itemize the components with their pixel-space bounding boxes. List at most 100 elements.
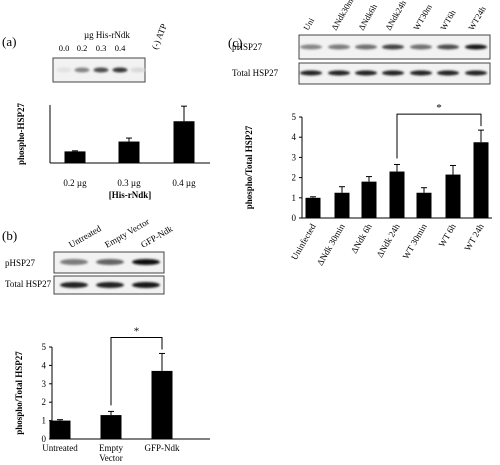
x-tick-label: WT 30min bbox=[401, 222, 429, 261]
bar bbox=[305, 197, 321, 218]
panel-c-row-label-1: pHSP27 bbox=[232, 42, 263, 52]
panel-c-blot-bands bbox=[300, 44, 487, 76]
panel-a-band bbox=[112, 67, 128, 73]
panel-b-lane-label: Untreated bbox=[67, 223, 103, 250]
panel-a-blot-bands bbox=[56, 67, 146, 73]
panel-b-band bbox=[96, 282, 124, 288]
panel-c-lane-label: WT24h bbox=[466, 4, 488, 32]
panel-a-lane-label: 0.3 bbox=[96, 43, 107, 53]
bar bbox=[151, 370, 173, 439]
x-tick-label: 0.2 µg bbox=[63, 178, 87, 188]
panel-c-band bbox=[300, 70, 322, 76]
chart-panel-b: 0 1 2 3 4 5 phospho/Total HSP27 Untreated Empty V… bbox=[14, 325, 210, 463]
panel-a-band bbox=[130, 67, 146, 73]
panel-c-row-label-2: Total HSP27 bbox=[232, 68, 279, 78]
y-tick-label: 0 bbox=[292, 213, 297, 223]
x-tick-label: ΔNdk 30min bbox=[315, 222, 347, 268]
panel-c-lane-label: Uni bbox=[301, 15, 316, 32]
panel-c-band bbox=[410, 70, 432, 76]
panel-b-band bbox=[60, 282, 88, 288]
panel-c-band bbox=[437, 44, 459, 50]
panel-c-lane-label: ΔNdk6h bbox=[356, 2, 379, 32]
panel-c-lane-label: ΔNdk24h bbox=[383, 0, 408, 32]
y-tick-label: 2 bbox=[42, 397, 47, 407]
panel-b-band bbox=[132, 282, 160, 288]
x-tick-label: Uninfected bbox=[289, 222, 318, 262]
panel-b-blot-bands bbox=[60, 259, 160, 288]
panel-a-blot-header: µg His-rNdk bbox=[84, 30, 130, 40]
y-axis-label: phospho/Total HSP27 bbox=[244, 125, 254, 209]
bar bbox=[64, 151, 86, 163]
x-tick-label: ΔNdk 24h bbox=[375, 222, 402, 260]
panel-a-band bbox=[74, 67, 90, 73]
panel-a-lane-labels: 0.0 0.2 0.3 0.4 bbox=[59, 43, 126, 53]
y-tick-label: 5 bbox=[42, 342, 47, 352]
panel-c-lane-label: ΔNdk30m bbox=[329, 0, 355, 32]
panel-a-lane-label: 0.4 bbox=[115, 43, 126, 53]
panel-b-band bbox=[132, 259, 160, 265]
y-tick-label: 4 bbox=[292, 132, 297, 142]
panel-c-band bbox=[300, 44, 322, 50]
panel-c-band bbox=[328, 70, 350, 76]
y-tick-label: 3 bbox=[42, 379, 47, 389]
panel-b-row-label-2: Total HSP27 bbox=[5, 279, 52, 289]
significance-star: * bbox=[134, 325, 140, 337]
bar bbox=[49, 420, 71, 439]
panel-c-band bbox=[465, 44, 487, 50]
chart-panel-a: phospho-HSP27 0.2 µg 0.3 µg 0.4 µg [His-rNdk… bbox=[16, 102, 210, 200]
y-tick-label: 1 bbox=[292, 193, 297, 203]
x-tick-label: WT 24h bbox=[462, 222, 486, 253]
panel-a-extra-header: (-) ATP bbox=[150, 22, 169, 51]
y-tick-label: 4 bbox=[42, 360, 47, 370]
panel-c-band bbox=[355, 44, 377, 50]
panel-a-lane-label: 0.0 bbox=[59, 43, 70, 53]
bar bbox=[416, 192, 432, 218]
y-tick-label: 0 bbox=[42, 434, 47, 444]
y-axis-label: phospho/Total HSP27 bbox=[14, 351, 24, 435]
panel-a-band bbox=[56, 67, 72, 73]
x-tick-label: GFP-Ndk bbox=[144, 443, 180, 453]
x-tick-label: 0.4 µg bbox=[172, 178, 196, 188]
y-axis-label: phospho-HSP27 bbox=[16, 102, 26, 165]
y-tick-label: 3 bbox=[292, 152, 297, 162]
bar bbox=[445, 174, 461, 218]
bar bbox=[118, 141, 140, 163]
y-tick-label: 5 bbox=[292, 112, 297, 122]
panel-a-lane-label: 0.2 bbox=[77, 43, 88, 53]
panel-b-label: (b) bbox=[2, 228, 17, 243]
panel-c-band bbox=[328, 44, 350, 50]
bar bbox=[100, 415, 122, 439]
bar bbox=[173, 121, 195, 163]
panel-b-band bbox=[60, 259, 88, 265]
panel-c-band bbox=[355, 70, 377, 76]
significance-star: * bbox=[436, 102, 442, 114]
panel-b-band bbox=[96, 259, 124, 265]
panel-c-lane-label: WT6h bbox=[438, 8, 458, 32]
x-axis-label: [His-rNdk] bbox=[109, 190, 152, 200]
y-tick-label: 2 bbox=[292, 173, 297, 183]
panel-c-lane-label: WT30m bbox=[411, 2, 434, 32]
panel-c-band bbox=[382, 44, 404, 50]
panel-b-row-label-1: pHSP27 bbox=[5, 258, 36, 268]
x-tick-label: ΔNdk 6h bbox=[349, 222, 374, 256]
significance-bracket bbox=[396, 113, 482, 159]
x-tick-label: Untreated bbox=[42, 443, 78, 453]
bar bbox=[334, 192, 350, 218]
panel-c-band bbox=[465, 70, 487, 76]
x-tick-label: Empty Vector bbox=[99, 443, 123, 463]
panel-a-band bbox=[93, 67, 109, 73]
panel-c-band bbox=[410, 44, 432, 50]
bar bbox=[361, 181, 377, 218]
bar bbox=[389, 171, 405, 218]
panel-c-band bbox=[382, 70, 404, 76]
panel-c-band bbox=[437, 70, 459, 76]
bar bbox=[473, 142, 489, 218]
x-tick-label: 0.3 µg bbox=[117, 178, 141, 188]
panel-c-lane-labels: Uni ΔNdk30m ΔNdk6h ΔNdk24h WT30m WT6h WT24h bbox=[301, 0, 488, 32]
significance-bracket bbox=[110, 336, 163, 406]
panel-a-label: (a) bbox=[2, 34, 16, 49]
y-tick-label: 1 bbox=[42, 416, 47, 426]
